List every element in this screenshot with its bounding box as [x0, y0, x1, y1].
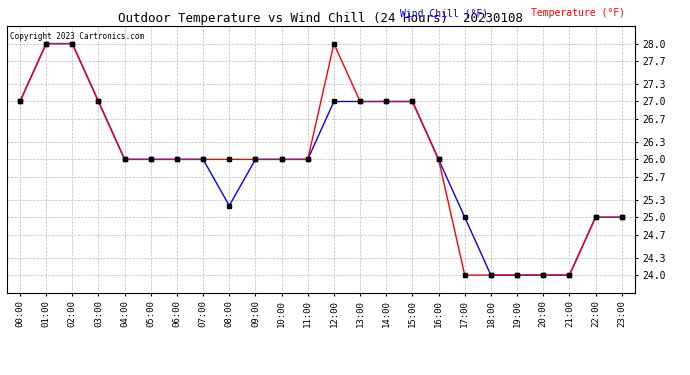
Text: Wind Chill (°F): Wind Chill (°F): [400, 8, 489, 18]
Text: Temperature (°F): Temperature (°F): [531, 8, 625, 18]
Text: Copyright 2023 Cartronics.com: Copyright 2023 Cartronics.com: [10, 32, 144, 40]
Title: Outdoor Temperature vs Wind Chill (24 Hours)  20230108: Outdoor Temperature vs Wind Chill (24 Ho…: [119, 12, 523, 25]
